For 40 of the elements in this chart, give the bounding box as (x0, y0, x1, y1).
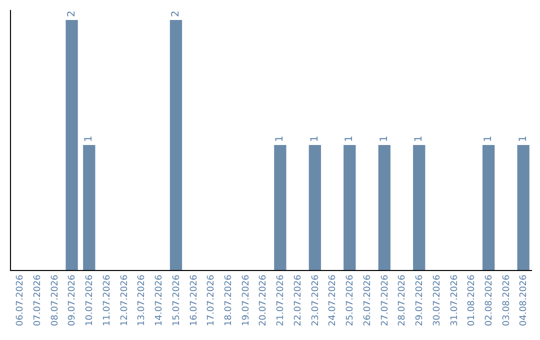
x-tick-label: 12.07.2026 (120, 274, 130, 326)
x-tick-label: 24.07.2026 (328, 274, 338, 326)
x-tick-label: 15.07.2026 (172, 274, 182, 326)
x-tick-label: 25.07.2026 (346, 274, 356, 326)
data-label: 1 (274, 136, 286, 142)
x-tick-label: 01.08.2026 (467, 274, 478, 326)
x-tick-label: 04.08.2026 (519, 274, 530, 326)
x-tick-label: 30.07.2026 (432, 274, 442, 326)
x-tick-label: 02.08.2026 (484, 274, 495, 326)
x-tick-label: 03.08.2026 (502, 274, 512, 326)
x-tick-label: 28.07.2026 (398, 274, 408, 326)
x-tick-label: 31.07.2026 (450, 274, 460, 326)
data-label: 1 (344, 136, 356, 142)
data-label: 2 (66, 10, 78, 17)
x-tick-label: 18.07.2026 (224, 274, 234, 326)
x-tick-label: 13.07.2026 (137, 274, 148, 326)
data-label: 2 (170, 10, 182, 17)
x-tick-label: 08.07.2026 (50, 274, 60, 326)
x-tick-label: 09.07.2026 (68, 274, 78, 326)
x-tick-label: 27.07.2026 (380, 274, 390, 326)
x-tick-label: 14.07.2026 (154, 274, 165, 326)
data-label: 1 (483, 136, 494, 142)
data-label: 1 (309, 136, 320, 142)
x-tick-label: 23.07.2026 (310, 274, 321, 326)
x-tick-label: 17.07.2026 (206, 274, 217, 326)
x-tick-label: 21.07.2026 (276, 274, 286, 326)
x-tick-label: 06.07.2026 (16, 274, 26, 326)
x-tick-label: 22.07.2026 (293, 274, 304, 326)
data-label: 1 (84, 136, 95, 142)
x-tick-label: 26.07.2026 (362, 274, 373, 326)
x-tick-label: 29.07.2026 (415, 274, 426, 326)
data-label: 1 (414, 136, 425, 142)
x-tick-label: 19.07.2026 (241, 274, 252, 326)
data-label: 1 (518, 136, 529, 142)
x-tick-label: 11.07.2026 (102, 274, 112, 326)
data-label: 1 (378, 136, 390, 142)
x-tick-label: 10.07.2026 (85, 274, 96, 326)
x-tick-label: 07.07.2026 (32, 274, 43, 326)
x-tick-label: 20.07.2026 (258, 274, 269, 326)
x-tick-label: 16.07.2026 (189, 274, 200, 326)
